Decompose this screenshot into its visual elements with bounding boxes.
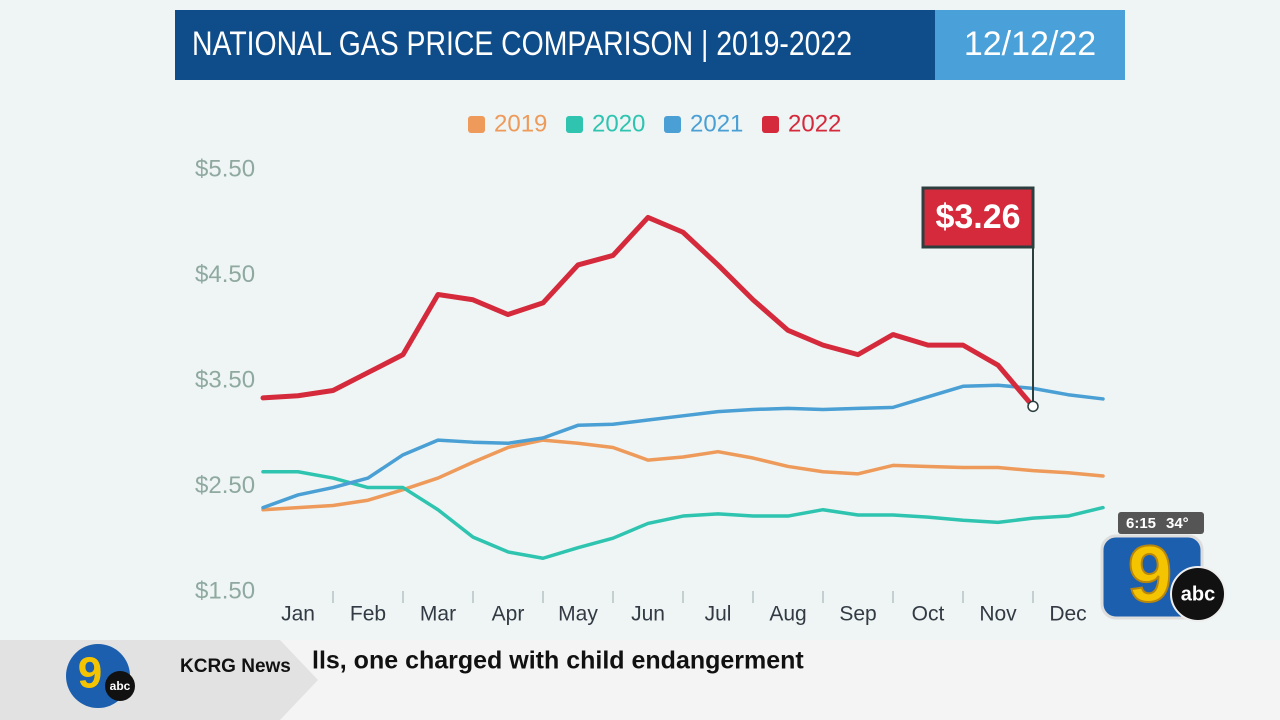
legend-label: 2019 [494, 110, 547, 137]
x-tick-label: Aug [769, 603, 806, 626]
y-tick-label: $4.50 [195, 261, 255, 288]
legend-label: 2021 [690, 110, 743, 137]
line-2022 [260, 214, 1036, 409]
legend-label: 2020 [592, 110, 645, 137]
y-tick-label: $3.50 [195, 366, 255, 393]
line-2019 [261, 438, 1105, 512]
date-box [935, 10, 1125, 80]
x-tick-label: Jul [705, 603, 732, 626]
callout-box [921, 186, 1035, 249]
callout-point [1027, 400, 1039, 413]
x-tick-label: Dec [1049, 603, 1086, 626]
time: 6:15 [1126, 515, 1156, 532]
abc-logo-text: abc [1181, 583, 1215, 605]
ticker-logo-abc [105, 671, 135, 701]
x-tick-label: Nov [979, 603, 1017, 626]
legend-swatch [566, 116, 583, 133]
ticker-source: KCRG News [180, 656, 291, 677]
callout-label: $3.26 [935, 198, 1020, 236]
x-tick-label: Oct [912, 603, 945, 626]
y-tick-label: $5.50 [195, 155, 255, 182]
x-tick-label: Feb [350, 603, 386, 626]
ticker-headline: lls, one charged with child endangerment [312, 647, 804, 675]
legend-swatch [762, 116, 779, 133]
time-box [1118, 512, 1204, 534]
line-2020 [261, 469, 1105, 560]
y-tick-label: $1.50 [195, 577, 255, 604]
x-tick-label: Mar [420, 603, 456, 626]
temperature: 34° [1166, 515, 1189, 532]
line-2021 [261, 383, 1105, 510]
x-tick-label: Jun [631, 603, 665, 626]
ticker-logo-abc-text: abc [110, 679, 131, 693]
abc-logo [1170, 566, 1226, 622]
x-tick-label: Jan [281, 603, 315, 626]
chart-title: NATIONAL GAS PRICE COMPARISON | 2019-202… [192, 25, 852, 63]
x-tick-label: May [558, 603, 598, 626]
y-tick-label: $2.50 [195, 472, 255, 499]
x-tick-label: Sep [839, 603, 876, 626]
header-bar [175, 10, 935, 80]
legend-label: 2022 [788, 110, 841, 137]
legend-swatch [664, 116, 681, 133]
ticker-logo-number: 9 [78, 649, 102, 698]
chart-date: 12/12/22 [964, 25, 1096, 63]
station-logo-number: 9 [1128, 529, 1173, 618]
ticker-tab [0, 640, 318, 720]
x-tick-label: Apr [492, 603, 525, 626]
legend-swatch [468, 116, 485, 133]
